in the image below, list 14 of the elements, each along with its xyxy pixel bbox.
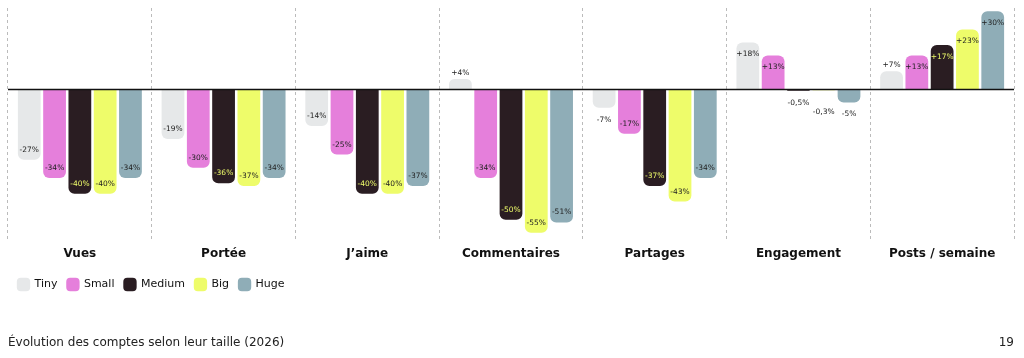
legend-label: Small — [83, 277, 115, 291]
text: 19 — [998, 335, 1014, 349]
legend-label: Huge — [255, 277, 285, 291]
x-tick-label: J’aime — [345, 245, 389, 260]
x-tick-label: Engagement — [755, 245, 842, 260]
x-tick-label: Posts / semaine — [888, 245, 996, 260]
x-tick-label: Commentaires — [462, 245, 560, 260]
x-tick-label: Partages — [624, 245, 685, 260]
legend-label: Tiny — [33, 277, 58, 291]
text: Évolution des comptes selon leur taille (2026) — [8, 335, 285, 349]
legend-label: Medium — [140, 277, 185, 291]
x-tick-label: Portée — [201, 245, 247, 260]
legend-label: Big — [211, 277, 230, 291]
x-tick-label: Vues — [63, 245, 97, 260]
